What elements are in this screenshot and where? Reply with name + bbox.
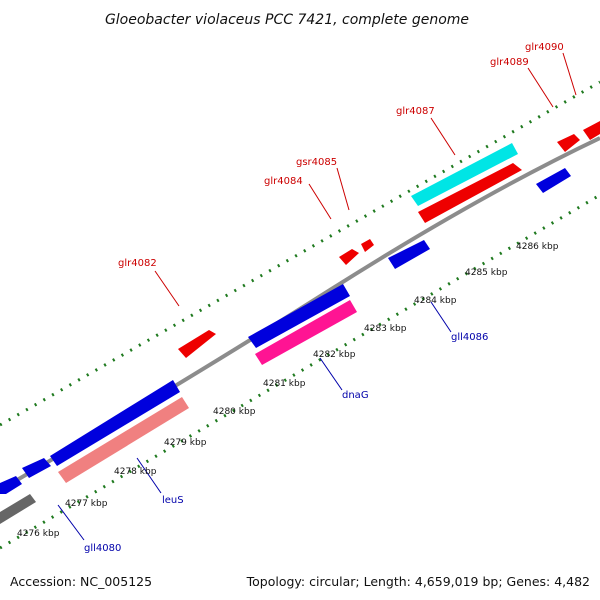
gene-arrow-gll4080[interactable] (22, 458, 51, 478)
inner-tick-track (0, 193, 600, 550)
tick-label: 4284 kbp (414, 296, 457, 306)
gene-label-gsr4085[interactable]: gsr4085 (296, 157, 337, 168)
tick-label: 4278 kbp (114, 467, 157, 477)
gene-arrow-dnaG-blue[interactable] (248, 284, 350, 348)
tick-label: 4286 kbp (516, 242, 559, 252)
gene-arrow-glr4084[interactable] (339, 249, 359, 265)
gene-label-glr4082[interactable]: glr4082 (118, 258, 157, 269)
gene-arrow-dnaG[interactable] (255, 300, 357, 365)
tick-label: 4280 kbp (213, 407, 256, 417)
gene-arrow-gsr4085[interactable] (361, 239, 374, 252)
gene-label-glr4084[interactable]: glr4084 (264, 176, 303, 187)
gene-arrow-glr4087-a[interactable] (411, 143, 518, 206)
gene-label-leuS[interactable]: leuS (162, 495, 184, 506)
gene-arrow-leuS[interactable] (58, 397, 189, 483)
gene-label-dnaG[interactable]: dnaG (342, 390, 369, 401)
gene-arrow-glr4087-b[interactable] (418, 163, 522, 223)
forward-label-leaders (154, 52, 577, 307)
gene-arrow-glr4090[interactable] (583, 121, 600, 140)
gene-label-gll4086[interactable]: gll4086 (451, 332, 488, 343)
gene-label-glr4087[interactable]: glr4087 (396, 106, 435, 117)
gene-arrow-gll4086[interactable] (388, 240, 430, 269)
gene-label-glr4090[interactable]: glr4090 (525, 42, 564, 53)
gene-arrow-grey[interactable] (0, 494, 36, 524)
tick-label: 4276 kbp (17, 529, 60, 539)
accession-text: Accession: NC_005125 (10, 574, 152, 589)
tick-label: 4282 kbp (313, 350, 356, 360)
gene-label-glr4089[interactable]: glr4089 (490, 57, 529, 68)
gene-label-gll4080[interactable]: gll4080 (84, 543, 121, 554)
tick-label: 4277 kbp (65, 499, 108, 509)
gene-arrow-glr4089[interactable] (557, 134, 580, 152)
reverse-label-leaders (57, 301, 452, 541)
tick-label: 4281 kbp (263, 379, 306, 389)
map-title: Gloeobacter violaceus PCC 7421, complete… (105, 12, 469, 28)
gene-arrow-glr4082[interactable] (178, 330, 216, 358)
outer-tick-track (0, 80, 600, 427)
gene-arrow-gll4079[interactable] (0, 476, 22, 494)
tick-label: 4283 kbp (364, 324, 407, 334)
tick-label: 4285 kbp (465, 268, 508, 278)
scale-tick-labels: 4276 kbp 4277 kbp 4278 kbp 4279 kbp 4280… (17, 242, 559, 539)
gene-arrow-leuS-blue[interactable] (50, 380, 180, 466)
genome-summary-text: Topology: circular; Length: 4,659,019 bp… (246, 574, 590, 589)
tick-label: 4279 kbp (164, 438, 207, 448)
gene-arrow-gll4088[interactable] (536, 168, 571, 193)
